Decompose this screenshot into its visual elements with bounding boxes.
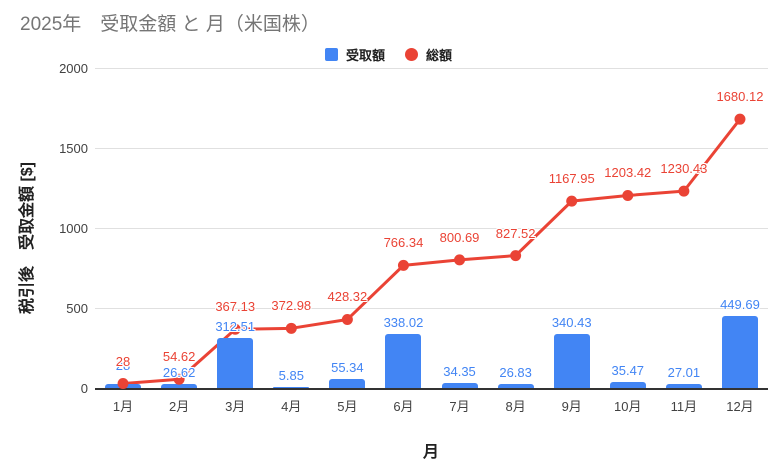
line-point-1月[interactable]	[117, 378, 129, 390]
line-point-12月[interactable]	[734, 113, 746, 125]
legend-item-received[interactable]: 受取額	[324, 45, 385, 64]
legend-label-total: 総額	[426, 48, 453, 63]
total-label-12月: 1680.12	[716, 89, 764, 105]
line-point-10月[interactable]	[622, 189, 634, 201]
x-tick-label-2月: 2月	[169, 399, 190, 414]
received-label-11月: 27.01	[667, 364, 701, 380]
bar-8月[interactable]	[497, 383, 534, 388]
x-tick-label-7月: 7月	[449, 399, 470, 414]
received-label-5月: 55.34	[331, 360, 364, 376]
gridline-2000	[95, 68, 768, 69]
x-axis-title: 月	[422, 444, 440, 461]
line-point-5月[interactable]	[341, 313, 353, 325]
line-series-swatch-icon	[405, 48, 418, 61]
y-tick-label: 500	[66, 301, 88, 316]
total-label-5月: 428.32	[327, 289, 368, 305]
x-axis-line	[95, 388, 768, 390]
line-point-8月[interactable]	[510, 250, 522, 262]
gridline-1500	[95, 148, 768, 149]
bar-4月[interactable]	[273, 387, 310, 388]
bar-9月[interactable]	[553, 333, 590, 388]
bar-series-swatch-icon	[324, 48, 338, 61]
x-tick-label-6月: 6月	[393, 399, 414, 414]
x-tick-label-12月: 12月	[726, 399, 754, 414]
received-label-8月: 26.83	[499, 364, 532, 380]
received-label-6月: 338.02	[383, 314, 424, 330]
bar-7月[interactable]	[441, 382, 478, 388]
x-tick-label-1月: 1月	[112, 399, 134, 414]
line-point-11月[interactable]	[678, 185, 690, 197]
y-tick-label: 1500	[59, 141, 88, 156]
bar-11月[interactable]	[665, 383, 702, 388]
x-tick-label-11月: 11月	[670, 399, 698, 414]
gridline-1000	[95, 228, 768, 229]
legend-item-total[interactable]: 総額	[405, 45, 452, 64]
x-tick-label-3月: 3月	[225, 399, 246, 414]
received-label-12月: 449.69	[720, 297, 760, 313]
y-tick-label: 0	[80, 381, 88, 396]
total-label-8月: 827.52	[495, 225, 536, 241]
x-tick-label-9月: 9月	[561, 399, 582, 414]
total-label-11月: 1230.43	[660, 161, 708, 177]
total-label-2月: 54.62	[162, 349, 196, 365]
legend-label-received: 受取額	[345, 48, 385, 63]
line-point-6月[interactable]	[397, 259, 409, 271]
bar-2月[interactable]	[161, 383, 198, 388]
line-point-9月[interactable]	[566, 195, 578, 207]
y-tick-label: 2000	[59, 61, 88, 76]
x-tick-label-4月: 4月	[281, 399, 302, 414]
x-tick-label-5月: 5月	[337, 399, 358, 414]
chart-title: 2025年 受取金額 と 月（米国株）	[20, 14, 320, 35]
x-tick-label-10月: 10月	[614, 399, 642, 414]
line-point-4月[interactable]	[285, 322, 297, 334]
bar-10月[interactable]	[609, 382, 646, 388]
legend: 受取額 総額	[0, 45, 777, 64]
line-point-7月[interactable]	[454, 254, 466, 266]
y-axis-title: 税引後 受取金額 [$]	[19, 161, 36, 315]
received-label-9月: 340.43	[551, 314, 592, 330]
x-tick-label-8月: 8月	[505, 399, 526, 414]
received-label-3月: 312.51	[215, 318, 256, 334]
y-tick-label: 1000	[59, 221, 88, 236]
